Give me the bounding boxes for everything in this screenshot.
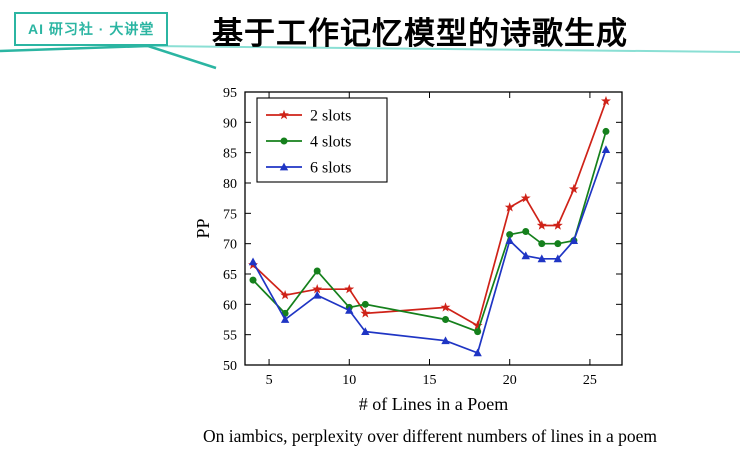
svg-text:25: 25 — [583, 373, 597, 388]
svg-text:4 slots: 4 slots — [310, 134, 351, 151]
svg-text:95: 95 — [223, 86, 237, 101]
svg-text:# of Lines in a Poem: # of Lines in a Poem — [359, 394, 508, 414]
svg-text:65: 65 — [223, 268, 237, 283]
svg-text:6 slots: 6 slots — [310, 160, 351, 177]
perplexity-chart: 5 10 15 20 25 50 55 60 65 70 75 80 85 90 95 # of Lines … — [193, 86, 623, 414]
svg-text:50: 50 — [223, 359, 237, 374]
chart-area: 5 10 15 20 25 50 55 60 65 70 75 80 85 90 95 # of Lines … — [190, 78, 650, 418]
svg-text:55: 55 — [223, 329, 237, 344]
svg-text:20: 20 — [503, 373, 517, 388]
brand-badge: AI 研习社 · 大讲堂 — [14, 12, 169, 46]
svg-text:10: 10 — [342, 373, 356, 388]
svg-text:80: 80 — [223, 177, 237, 192]
svg-text:15: 15 — [422, 373, 436, 388]
svg-text:60: 60 — [223, 298, 237, 313]
svg-text:2 slots: 2 slots — [310, 108, 351, 125]
svg-text:85: 85 — [223, 147, 237, 162]
page-title: 基于工作记忆模型的诗歌生成 — [212, 16, 628, 51]
figure-caption: On iambics, perplexity over different nu… — [202, 426, 658, 446]
svg-text:PP: PP — [193, 218, 213, 238]
svg-text:75: 75 — [223, 207, 237, 222]
svg-text:70: 70 — [223, 238, 237, 253]
svg-text:5: 5 — [266, 373, 273, 388]
svg-text:90: 90 — [223, 116, 237, 131]
